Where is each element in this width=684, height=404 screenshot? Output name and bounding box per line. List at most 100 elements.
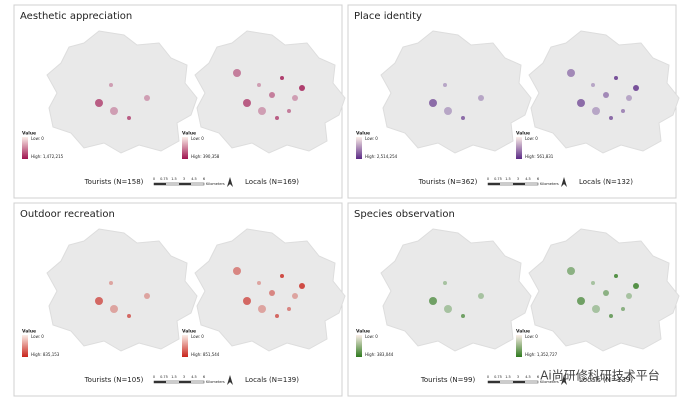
hotspot (299, 283, 305, 289)
hotspot (429, 297, 437, 305)
hotspot (95, 99, 103, 107)
hotspot (258, 107, 266, 115)
scale-bar (179, 183, 191, 185)
hotspot (444, 107, 452, 115)
hotspot (292, 293, 298, 299)
hotspot (257, 281, 261, 285)
hotspot (233, 267, 241, 275)
hotspot (280, 76, 284, 80)
legend-ramp (182, 335, 188, 357)
map-area (194, 30, 346, 154)
scale-label: 4.5 (525, 375, 531, 379)
legend-ramp (356, 137, 362, 159)
scale-label: 4.5 (525, 177, 531, 181)
scale-label: 1.5 (505, 177, 511, 181)
scale-bar (488, 183, 500, 185)
scale-label: 3 (517, 375, 519, 379)
hotspot (626, 293, 632, 299)
legend-ramp (356, 335, 362, 357)
hotspot (144, 95, 150, 101)
hotspot (626, 95, 632, 101)
panel-title: Place identity (354, 11, 422, 22)
map-label: Locals (N=169) (245, 178, 299, 186)
hotspot (621, 109, 625, 113)
panel-title: Outdoor recreation (20, 209, 115, 220)
scale-bar (179, 381, 191, 383)
scale-label: 4.5 (191, 177, 197, 181)
hotspot (621, 307, 625, 311)
hotspot (614, 76, 618, 80)
hotspot (461, 314, 465, 318)
legend-title: Value (22, 329, 36, 335)
hotspot (633, 283, 639, 289)
hotspot (110, 107, 118, 115)
scale-label: 3 (517, 177, 519, 181)
hotspot (257, 83, 261, 87)
legend-ramp (22, 137, 28, 159)
map-area (46, 228, 198, 352)
map-area (380, 30, 532, 154)
legend-high: High: 383,044 (365, 352, 394, 357)
hotspot (243, 297, 251, 305)
legend-low: Low: 0 (525, 334, 538, 339)
hotspot (443, 281, 447, 285)
hotspot (269, 290, 275, 296)
scale-bar (154, 381, 166, 383)
map-area (528, 228, 680, 352)
scale-label: 0.75 (160, 375, 168, 379)
scale-label: 0 (153, 375, 155, 379)
hotspot (95, 297, 103, 305)
north-arrow (561, 177, 567, 187)
map-label: Tourists (N=158) (84, 178, 144, 186)
hotspot (603, 290, 609, 296)
hotspot (287, 307, 291, 311)
hotspot (443, 83, 447, 87)
hotspot (280, 274, 284, 278)
legend-title: Value (356, 329, 370, 335)
hotspot (243, 99, 251, 107)
hotspot (299, 85, 305, 91)
map-label: Tourists (N=99) (420, 376, 476, 384)
scale-unit: Kilometers (540, 380, 559, 384)
scale-unit: Kilometers (206, 380, 225, 384)
scale-label: 1.5 (171, 177, 177, 181)
hotspot (429, 99, 437, 107)
hotspot (567, 69, 575, 77)
legend-ramp (182, 137, 188, 159)
legend-title: Value (516, 131, 530, 137)
hotspot (233, 69, 241, 77)
map-area (194, 228, 346, 352)
hotspot (287, 109, 291, 113)
map-label: Locals (N=132) (579, 178, 633, 186)
scale-label: 0 (487, 375, 489, 379)
hotspot (592, 107, 600, 115)
legend-low: Low: 0 (191, 136, 204, 141)
hotspot (444, 305, 452, 313)
legend-low: Low: 0 (525, 136, 538, 141)
legend-high: High: 1,352,727 (525, 352, 558, 357)
scale-bar (154, 183, 166, 185)
hotspot (258, 305, 266, 313)
scale-label: 4.5 (191, 375, 197, 379)
scale-label: 1.5 (505, 375, 511, 379)
hotspot (603, 92, 609, 98)
map-area (46, 30, 198, 154)
hotspot (609, 314, 613, 318)
hotspot (577, 297, 585, 305)
scale-unit: Kilometers (540, 182, 559, 186)
hotspot (275, 116, 279, 120)
legend-high: High: 1,472,215 (31, 154, 64, 159)
map-area (528, 30, 680, 154)
hotspot (592, 305, 600, 313)
legend-low: Low: 0 (191, 334, 204, 339)
scale-label: 0.75 (160, 177, 168, 181)
panel-title: Species observation (354, 209, 455, 220)
hotspot (127, 116, 131, 120)
scale-label: 3 (183, 177, 185, 181)
map-label: Locals (N=139) (245, 376, 299, 384)
scale-bar (513, 381, 525, 383)
scale-label: 3 (183, 375, 185, 379)
hotspot (591, 281, 595, 285)
map-label: Locals (N=139) (579, 376, 633, 384)
north-arrow (227, 177, 233, 187)
